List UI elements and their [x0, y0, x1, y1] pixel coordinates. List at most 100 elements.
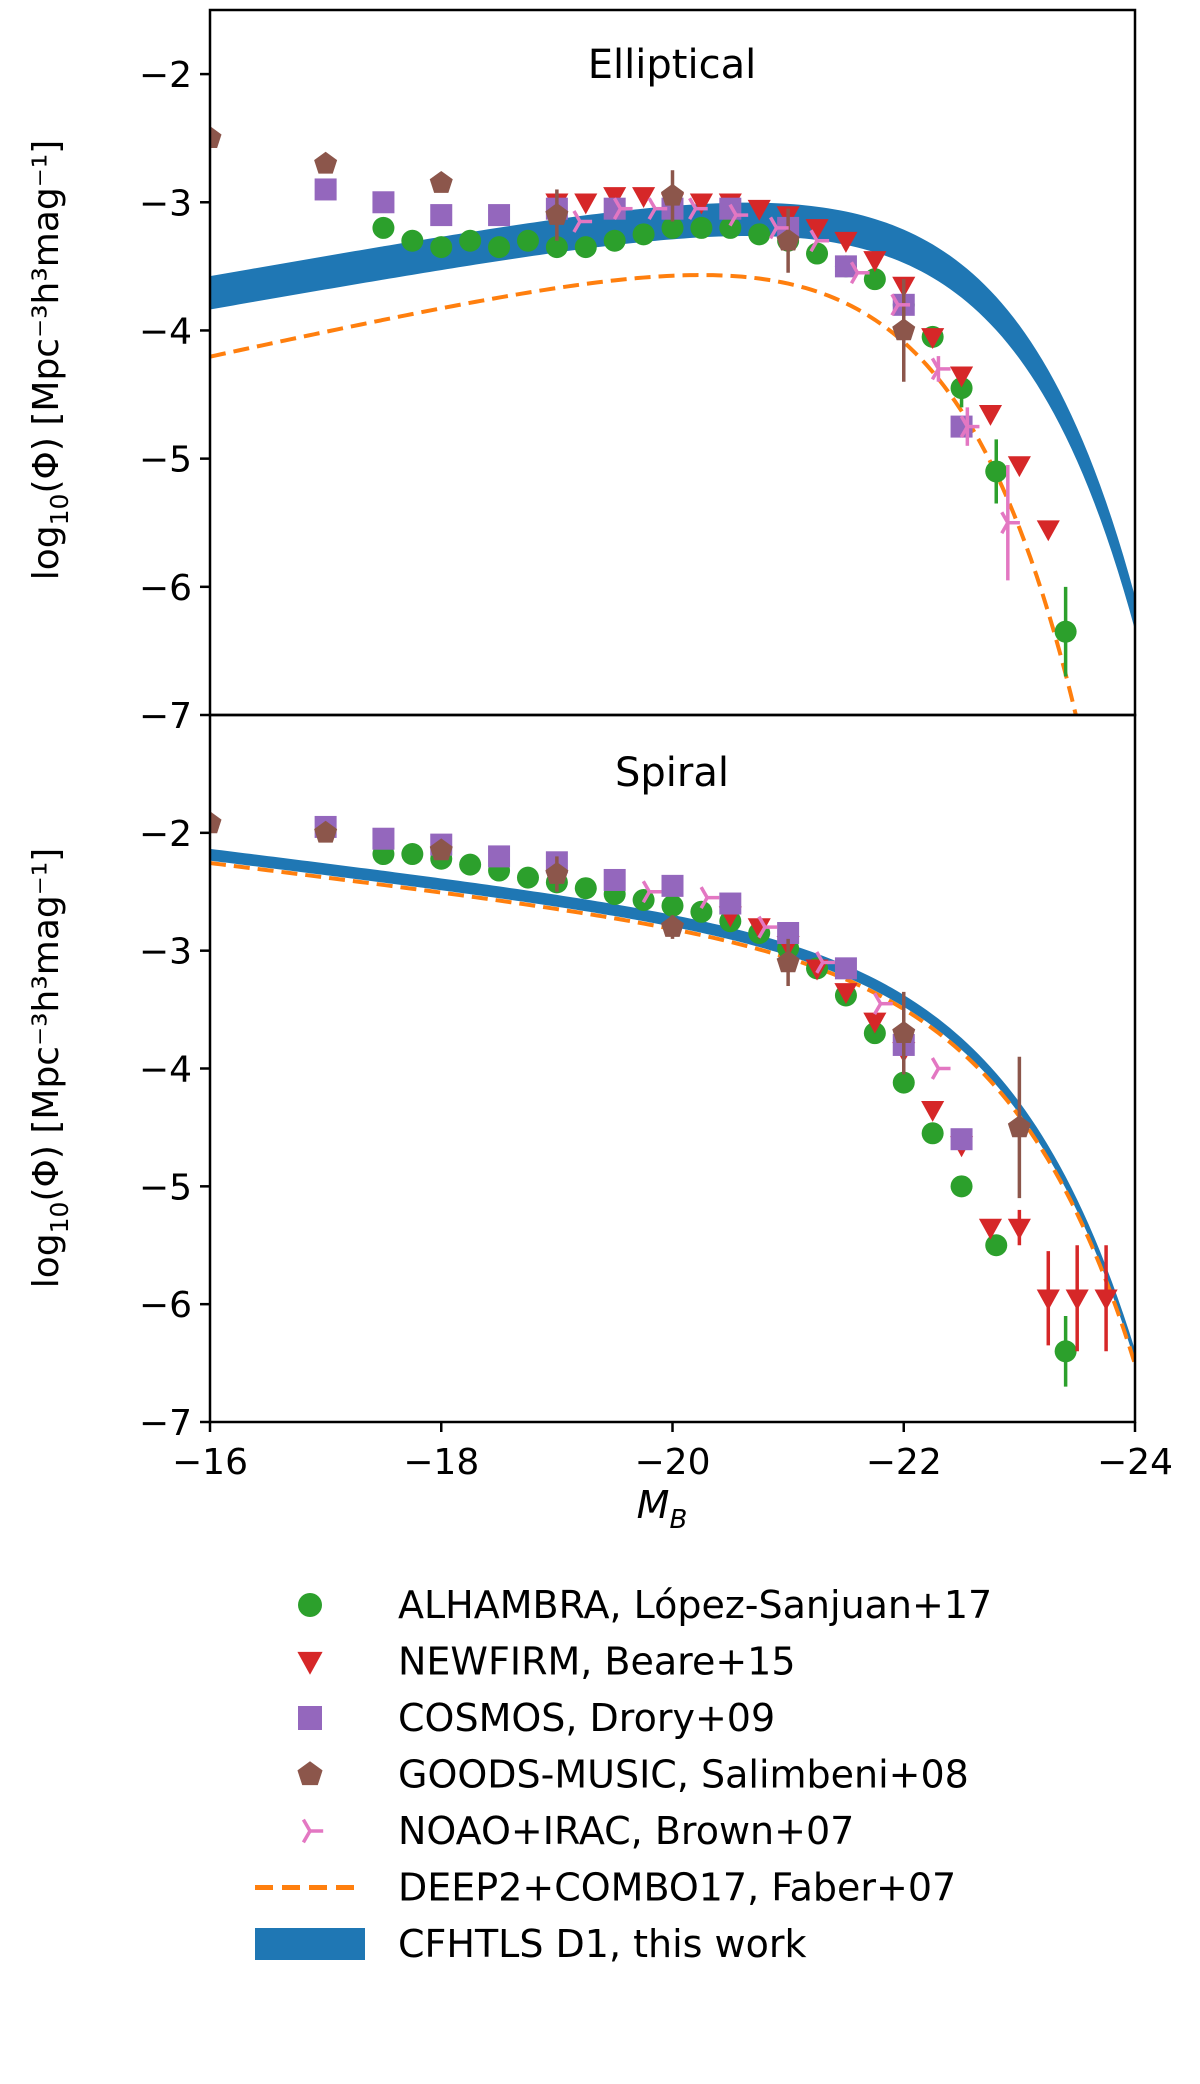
data-point — [690, 216, 713, 239]
data-point — [950, 377, 973, 400]
data-point — [699, 886, 720, 909]
data-point — [748, 223, 771, 246]
data-point — [978, 404, 1003, 426]
data-point — [603, 229, 626, 252]
legend-entry: CFHTLS D1, this work — [255, 1922, 807, 1966]
legend-entry: ALHAMBRA, López-Sanjuan+17 — [298, 1583, 992, 1627]
data-point — [849, 261, 870, 285]
data-point — [950, 366, 974, 388]
panel-title-spiral: Spiral — [615, 750, 729, 796]
data-point — [1065, 1289, 1089, 1311]
series-newfirm — [718, 906, 1118, 1352]
data-point — [372, 191, 395, 214]
data-point — [719, 892, 742, 915]
legend-marker — [298, 1706, 322, 1730]
y-tick-label: −2 — [139, 814, 192, 855]
legend-marker — [297, 1761, 323, 1786]
y-tick-label: −5 — [139, 440, 192, 481]
data-point — [516, 229, 539, 252]
data-point — [1054, 620, 1077, 643]
data-point — [603, 868, 626, 891]
legend-marker — [298, 1593, 322, 1617]
data-point — [1036, 520, 1060, 542]
data-point — [719, 216, 742, 239]
data-point — [660, 183, 685, 206]
data-point — [314, 820, 338, 843]
x-axis-ticks: −16 −18 −20 −22 −24 — [172, 1422, 1173, 1483]
legend-entry: COSMOS, Drory+09 — [298, 1696, 775, 1740]
data-point — [430, 236, 453, 259]
data-point — [516, 866, 539, 889]
data-point — [815, 951, 835, 974]
data-point — [892, 1021, 916, 1043]
data-point — [647, 197, 668, 221]
data-point — [776, 950, 800, 973]
legend: ALHAMBRA, López-Sanjuan+17 NEWFIRM, Beare… — [255, 1583, 992, 1966]
data-point — [1007, 456, 1031, 478]
data-point — [545, 202, 569, 225]
data-point — [689, 193, 713, 215]
data-point — [372, 827, 395, 850]
data-point — [930, 357, 951, 381]
legend-swatch — [255, 1928, 365, 1960]
y-tick-label: −3 — [139, 183, 192, 224]
x-tick-label: −18 — [403, 1442, 479, 1483]
data-point — [863, 1012, 887, 1034]
data-point — [612, 197, 633, 221]
legend-entry: DEEP2+COMBO17, Faber+07 — [255, 1866, 956, 1910]
data-point — [574, 236, 597, 259]
data-point — [892, 1071, 915, 1094]
data-point — [806, 242, 829, 265]
data-point — [728, 203, 749, 227]
data-point — [545, 861, 569, 884]
data-point — [768, 216, 789, 240]
y-axis-label-elliptical: log10(Φ) [Mpc⁻³h³mag⁻¹] — [26, 140, 74, 580]
data-point — [574, 877, 597, 900]
data-point — [930, 1057, 951, 1080]
data-point — [429, 838, 453, 861]
data-point — [834, 983, 858, 1005]
legend-marker — [297, 1651, 323, 1675]
y-tick-label: −5 — [139, 1167, 192, 1208]
panel-frame-elliptical — [208, 8, 1137, 717]
y-tick-label: −6 — [139, 568, 192, 609]
data-point — [950, 1175, 973, 1198]
data-point — [892, 318, 916, 341]
legend-entry: NEWFIRM, Beare+15 — [297, 1640, 796, 1684]
data-point — [921, 1100, 945, 1122]
data-point — [985, 460, 1008, 483]
data-point — [314, 151, 338, 174]
legend-label: DEEP2+COMBO17, Faber+07 — [398, 1866, 956, 1910]
data-point — [805, 219, 829, 241]
data-point — [834, 255, 857, 278]
data-point — [809, 229, 830, 253]
series-noao-irac — [641, 880, 951, 1080]
data-point — [834, 957, 857, 980]
data-point — [1000, 511, 1020, 535]
data-point — [661, 874, 684, 897]
legend-label: NOAO+IRAC, Brown+07 — [398, 1809, 854, 1853]
data-point — [632, 223, 655, 246]
x-tick-label: −22 — [866, 1442, 942, 1483]
data-point — [863, 251, 887, 273]
panel-elliptical: −2 −3 −4 −5 −6 −7 Elliptical log10(Φ) [Mpc⁻³h… — [26, 42, 1135, 737]
data-point — [921, 328, 945, 349]
x-tick-label: −24 — [1097, 1442, 1173, 1483]
panel-title-elliptical: Elliptical — [588, 42, 756, 88]
series-noao-irac — [572, 197, 1020, 581]
panel-frame-spiral — [208, 713, 1137, 1424]
data-point — [950, 1128, 973, 1151]
y-tick-label: −7 — [139, 1403, 192, 1444]
legend-label: ALHAMBRA, López-Sanjuan+17 — [398, 1583, 992, 1627]
x-axis-label: MB — [637, 1483, 688, 1535]
data-point — [459, 229, 482, 252]
data-point — [747, 199, 771, 221]
data-point — [603, 197, 626, 220]
data-point — [959, 415, 980, 438]
data-point — [890, 293, 911, 317]
data-point — [603, 187, 627, 208]
x-tick-label: −20 — [635, 1442, 711, 1483]
data-point — [757, 915, 778, 939]
data-point — [1007, 1218, 1031, 1240]
